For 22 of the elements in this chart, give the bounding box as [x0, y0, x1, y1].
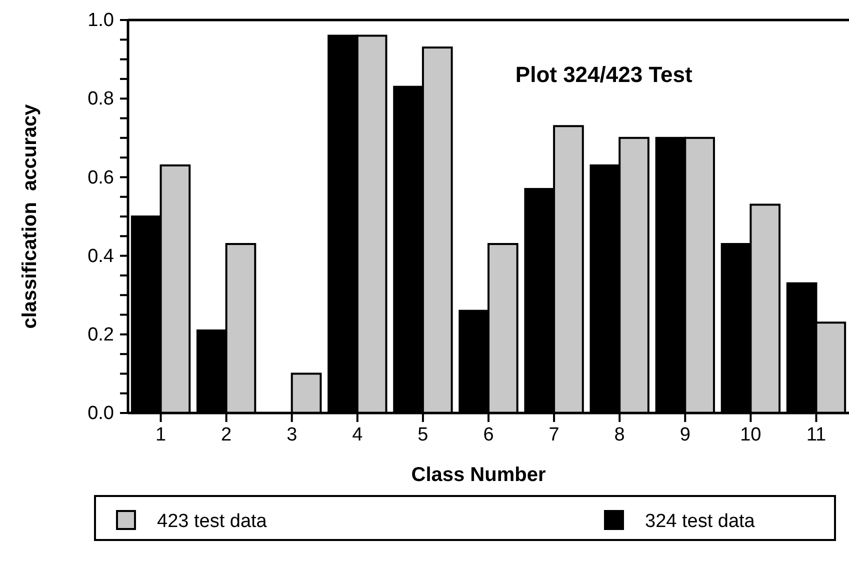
x-tick-label: 9: [680, 424, 690, 446]
y-tick-label: 0.6: [88, 167, 114, 188]
y-tick-label: 0.0: [88, 403, 114, 424]
y-tick-label: 0.8: [88, 88, 114, 110]
y-tick-label: 1.0: [88, 10, 114, 32]
x-axis-title: Class Number: [411, 464, 546, 486]
text: Plot 324/423 Test: [515, 62, 693, 87]
x-tick-label: 1: [155, 424, 166, 446]
x-tick-label: 11: [806, 424, 826, 446]
x-tick-label: 10: [740, 424, 762, 446]
x-tick-label: 7: [548, 424, 560, 446]
x-tick-label: 2: [221, 424, 232, 446]
x-tick-label: 6: [483, 424, 494, 446]
x-tick-label: 4: [352, 424, 364, 446]
y-tick-label: 0.2: [88, 324, 114, 346]
x-tick-label: 8: [614, 424, 625, 446]
x-tick-label: 5: [418, 424, 428, 446]
y-tick-label: 0.4: [88, 246, 114, 267]
y-axis-title: classification accuracy: [19, 103, 41, 329]
x-tick-label: 3: [286, 424, 298, 446]
legend-label: 324 test data: [645, 511, 756, 532]
legend-label: 423 test data: [157, 511, 268, 532]
